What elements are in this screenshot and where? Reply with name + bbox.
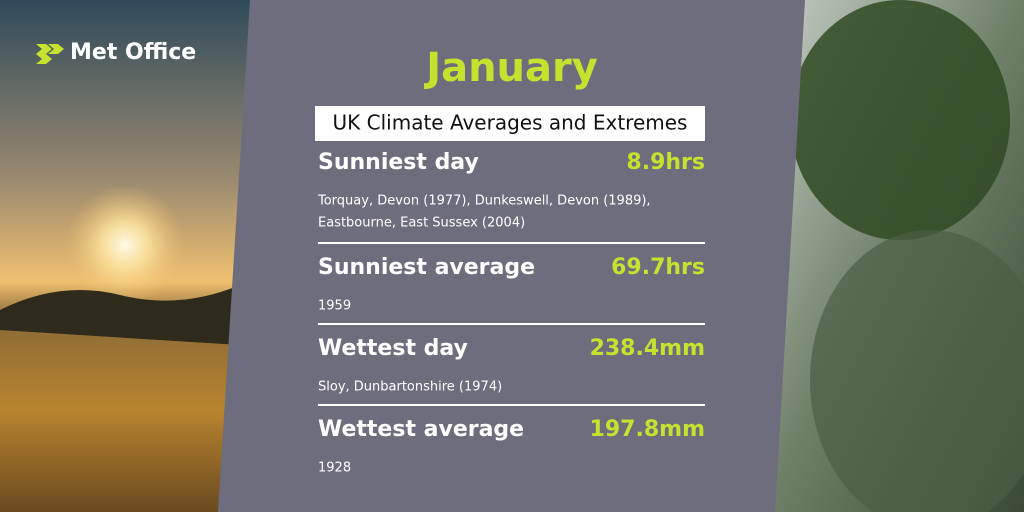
logo: Met Office [36,40,196,65]
trees [810,230,1024,512]
logo-mark [36,44,64,64]
record-label: Wettest average [318,417,524,442]
record-detail: Eastbourne, East Sussex (2004) [318,216,525,231]
subtitle: UK Climate Averages and Extremes [333,111,688,135]
record-label: Wettest day [318,336,468,361]
record-detail: 1928 [318,461,351,476]
records: Sunniest day 8.9hrs Torquay, Devon (1977),… [317,150,705,476]
title: January [423,45,598,91]
record-label: Sunniest average [318,255,535,280]
tree-line [0,285,240,345]
record-value: 8.9hrs [626,150,705,175]
record-value: 197.8mm [590,417,705,442]
sun [65,185,185,305]
record-detail: 1959 [318,299,351,314]
record-label: Sunniest day [318,150,479,175]
logo-text: Met Office [70,40,196,65]
record-detail: Sloy, Dunbartonshire (1974) [318,380,502,395]
subtitle-box [315,106,705,141]
record-value: 238.4mm [590,336,705,361]
record-detail: Torquay, Devon (1977), Dunkeswell, Devon… [317,194,651,209]
leaves [790,0,1010,240]
record-value: 69.7hrs [611,255,705,280]
